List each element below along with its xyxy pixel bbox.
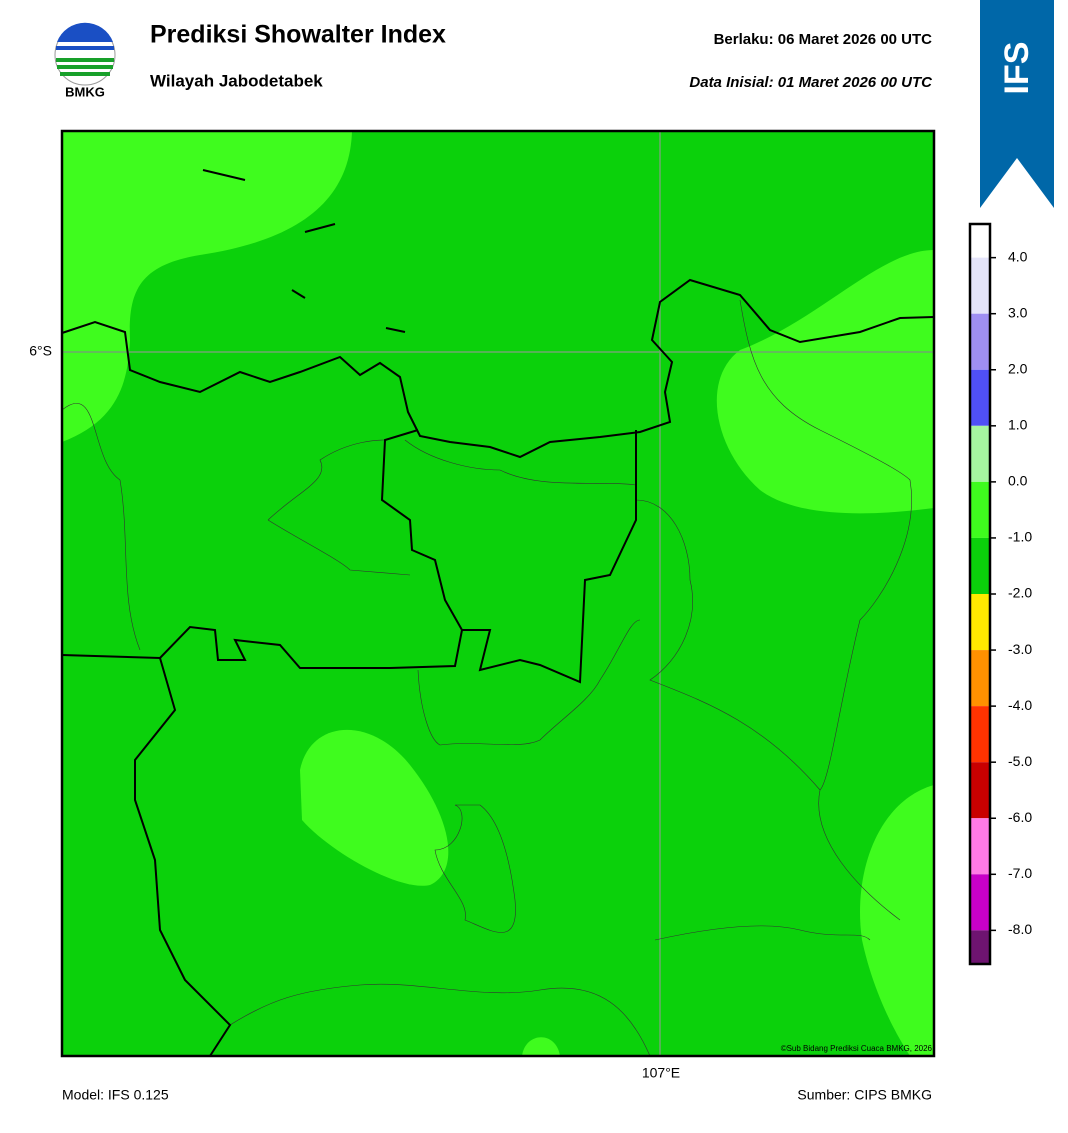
model-ribbon <box>980 0 1054 208</box>
colorbar-segment <box>970 481 990 538</box>
lat-label: 6°S <box>29 343 52 359</box>
colorbar-segment <box>970 257 990 314</box>
valid-time: Berlaku: 06 Maret 2026 00 UTC <box>714 31 933 48</box>
colorbar-tick-label: 0.0 <box>1008 473 1028 489</box>
colorbar-tick-label: 4.0 <box>1008 248 1028 264</box>
lon-label: 107°E <box>642 1065 680 1081</box>
colorbar-segment <box>970 930 990 964</box>
initial-time: Data Inisial: 01 Maret 2026 00 UTC <box>689 74 933 91</box>
colorbar-tick-label: -1.0 <box>1008 529 1032 545</box>
title: Prediksi Showalter Index <box>150 21 446 49</box>
colorbar-tick-label: -7.0 <box>1008 865 1032 881</box>
model-badge: IFS <box>998 42 1036 95</box>
colorbar-segment <box>970 224 990 258</box>
colorbar-tick-label: 1.0 <box>1008 417 1028 433</box>
colorbar-tick-label: -6.0 <box>1008 809 1032 825</box>
colorbar-segment <box>970 706 990 763</box>
colorbar-segment <box>970 650 990 707</box>
colorbar-segment <box>970 818 990 875</box>
logo <box>54 22 116 86</box>
colorbar-tick-label: -3.0 <box>1008 641 1032 657</box>
colorbar-tick-label: -4.0 <box>1008 697 1032 713</box>
colorbar-segment <box>970 313 990 370</box>
subtitle: Wilayah Jabodetabek <box>150 71 323 90</box>
colorbar-tick-label: -2.0 <box>1008 585 1032 601</box>
colorbar-tick-label: -5.0 <box>1008 753 1032 769</box>
colorbar-segment <box>970 594 990 651</box>
credit: ©Sub Bidang Prediksi Cuaca BMKG, 2026 <box>781 1044 933 1053</box>
footer-source: Sumber: CIPS BMKG <box>797 1087 932 1103</box>
colorbar-tick-label: -8.0 <box>1008 921 1032 937</box>
colorbar: 4.0 3.0 2.0 1.0 0.0 -1.0 -2.0 -3.0 -4.0 -5.0 -6.0 -… <box>968 222 1032 966</box>
colorbar-tick-label: 3.0 <box>1008 304 1028 320</box>
colorbar-segment <box>970 537 990 594</box>
logo-text: BMKG <box>65 84 105 99</box>
footer-model: Model: IFS 0.125 <box>62 1087 169 1103</box>
colorbar-tick-label: 2.0 <box>1008 360 1028 376</box>
colorbar-segment <box>970 762 990 819</box>
colorbar-segment <box>970 369 990 426</box>
colorbar-segment <box>970 874 990 931</box>
map <box>60 129 936 1058</box>
colorbar-segment <box>970 425 990 482</box>
